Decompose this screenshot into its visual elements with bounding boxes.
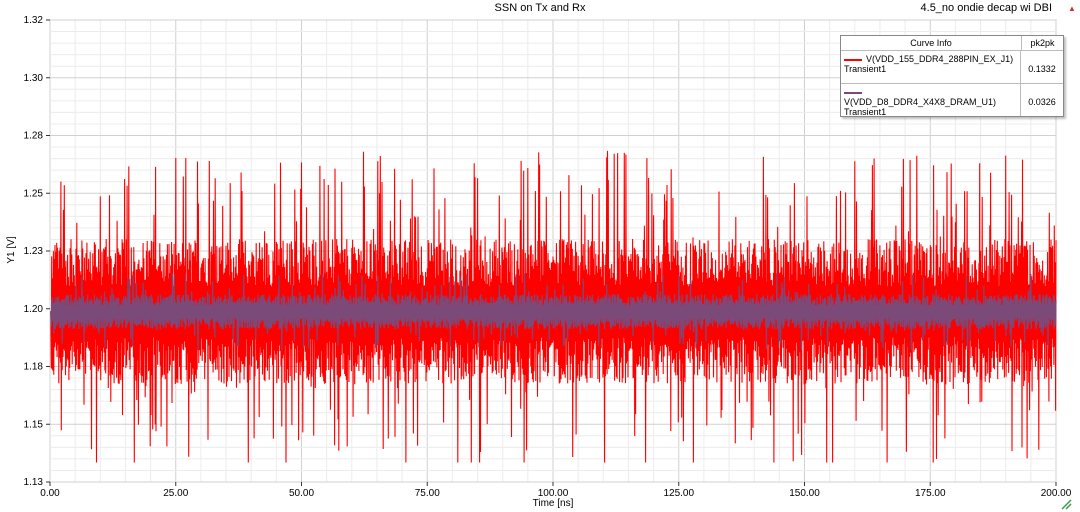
y-tick-label: 1.32 [24,15,44,26]
x-axis-ticks: 0.00 25.00 50.00 75.00 100.00 125.00 150.00 175… [40,482,1072,499]
x-tick-label: 150.00 [789,488,820,499]
collapse-arrow-icon[interactable]: ▲ [1068,4,1076,13]
x-tick-label: 175.00 [915,488,946,499]
legend-series-2-info: V(VDD_D8_DDR4_X4X8_DRAM_U1) Transient1 [841,84,1021,117]
y-tick-label: 1.23 [24,246,44,257]
x-axis-label: Time [ns] [533,498,574,509]
legend[interactable]: Curve Info pk2pk V(VDD_155_DDR4_288PIN_E… [840,35,1064,117]
chart-title: SSN on Tx and Rx [495,2,586,14]
legend-series-2-name: V(VDD_D8_DDR4_X4X8_DRAM_U1) [844,97,997,107]
series-group [50,150,1057,463]
legend-header-curve-info: Curve Info [841,36,1022,50]
legend-series-1-sub: Transient1 [844,64,887,74]
series-1-line [50,150,1057,463]
y-axis-ticks: 1.13 1.15 1.18 1.20 1.23 1.25 1.28 1.30 1.32 [24,15,50,488]
resize-grip-icon[interactable] [1060,498,1072,510]
y-tick-label: 1.28 [24,131,44,142]
series-2-line [50,272,1057,351]
legend-row-series-2[interactable]: V(VDD_D8_DDR4_X4X8_DRAM_U1) Transient1 0… [841,84,1063,117]
top-right-label: 4.5_no ondie decap wi DBI [921,2,1052,14]
y-tick-label: 1.30 [24,73,44,84]
y-axis-label: Y1 [V] [6,236,17,263]
x-tick-label: 25.00 [163,488,188,499]
y-tick-label: 1.13 [24,477,44,488]
legend-header: Curve Info pk2pk [841,36,1063,51]
legend-series-2-pk2pk: 0.0326 [1028,97,1056,107]
series-1-swatch [844,58,862,61]
x-tick-label: 0.00 [40,488,60,499]
x-tick-label: 100.00 [538,488,569,499]
legend-header-metric: pk2pk [1030,38,1055,48]
y-tick-label: 1.18 [24,362,44,373]
series-2-swatch [844,91,862,94]
x-tick-label: 200.00 [1041,488,1072,499]
y-tick-label: 1.20 [24,304,44,315]
x-tick-label: 75.00 [415,488,440,499]
x-tick-label: 125.00 [663,488,694,499]
y-tick-label: 1.15 [24,419,44,430]
legend-series-1-pk2pk: 0.1332 [1028,64,1056,74]
legend-series-1-name: V(VDD_155_DDR4_288PIN_EX_J1) [866,54,1014,64]
y-tick-label: 1.25 [24,188,44,199]
legend-series-2-sub: Transient1 [844,107,887,117]
legend-row-series-1[interactable]: V(VDD_155_DDR4_288PIN_EX_J1) Transient1 … [841,51,1063,84]
x-tick-label: 50.00 [289,488,314,499]
legend-series-1-info: V(VDD_155_DDR4_288PIN_EX_J1) Transient1 [841,51,1021,83]
